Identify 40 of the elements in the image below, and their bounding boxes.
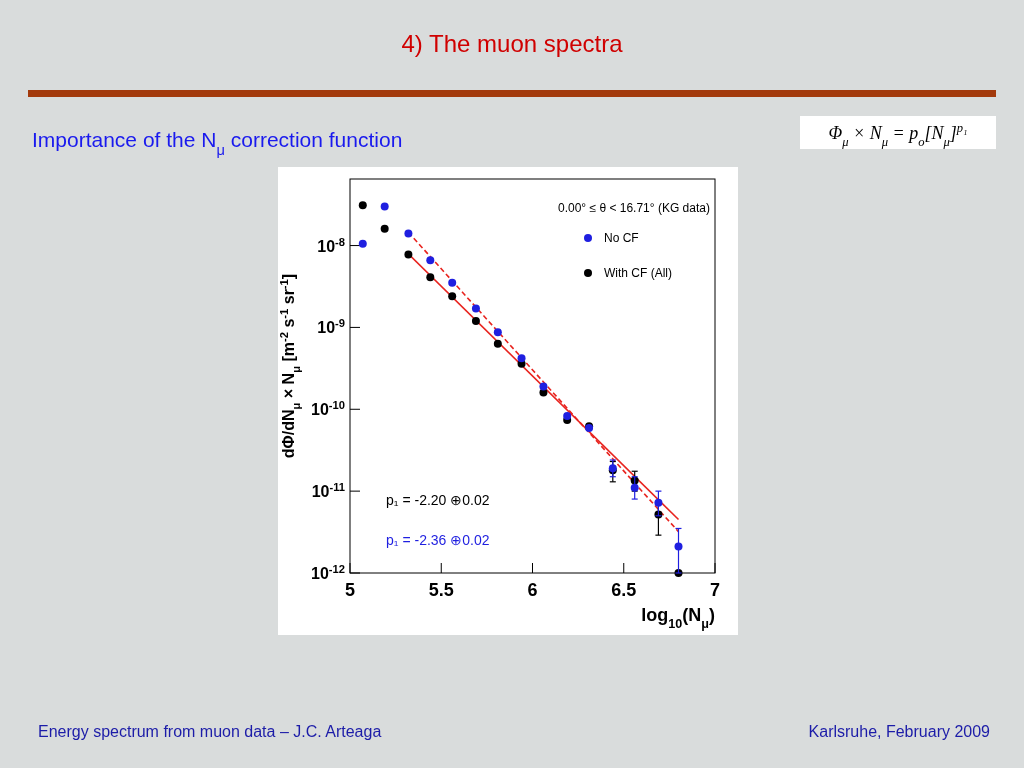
legend-title: 0.00° ≤ θ < 16.71° (KG data) — [558, 201, 710, 215]
annotation: p₁ = -2.36 ⊕0.02 — [386, 532, 490, 548]
point — [404, 229, 413, 238]
point — [358, 239, 367, 248]
x-tick-label: 6 — [527, 580, 538, 600]
point — [493, 328, 502, 337]
point — [471, 316, 480, 325]
point — [517, 354, 526, 363]
y-tick-label: 10$^{-8}$ — [317, 235, 345, 255]
chart-subtitle: Importance of the N$_{μ}$ correction function — [32, 128, 403, 158]
y-tick-label: 10$^{-10}$ — [311, 399, 345, 419]
x-tick-label: 5 — [344, 580, 356, 600]
point — [358, 201, 367, 210]
y-tick-label: 10$^{-11}$ — [311, 481, 345, 501]
text: Karlsruhe, February 2009 — [808, 723, 991, 740]
point — [380, 224, 389, 233]
x-axis-title: log$_{10}$(N$_{μ}$) — [641, 605, 715, 631]
point — [471, 304, 480, 313]
legend-label: With CF (All) — [604, 266, 672, 280]
y-tick-label: 10$^{-12}$ — [311, 563, 345, 582]
point — [448, 278, 457, 287]
y-tick-label: 10$^{-9}$ — [317, 317, 345, 337]
chart-title: 4) The muon spectra — [401, 30, 624, 57]
x-tick-label: 6.5 — [611, 580, 637, 600]
point — [380, 202, 389, 211]
text: Energy spectrum from muon data – J.C. Arteaga — [38, 723, 382, 740]
point — [539, 382, 548, 391]
point — [654, 498, 663, 507]
point — [426, 256, 435, 265]
point — [674, 542, 683, 551]
point — [448, 292, 457, 301]
x-tick-label: 7 — [709, 580, 721, 600]
text: Φ$_{μ}$ × N$_{μ}$ = p$_{o}$[N$_{μ}$]$^{p₁}$ — [828, 121, 968, 149]
point — [493, 339, 502, 348]
x-tick-label: 5.5 — [428, 580, 454, 600]
annotation: p₁ = -2.20 ⊕0.02 — [386, 492, 490, 508]
point — [563, 411, 572, 420]
point — [426, 273, 435, 282]
legend-label: No CF — [604, 231, 639, 245]
point — [404, 250, 413, 259]
